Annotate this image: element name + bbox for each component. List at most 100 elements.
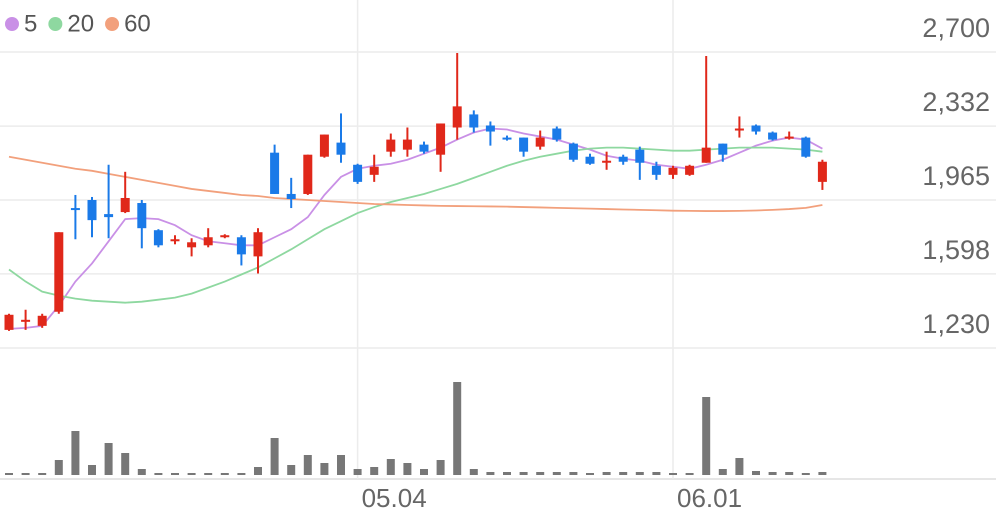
candle-body	[651, 165, 661, 175]
volume-bar	[586, 473, 594, 475]
volume-bar	[154, 473, 163, 475]
candle-body	[87, 200, 97, 221]
candle-body	[220, 235, 230, 238]
volume-bar	[420, 469, 428, 475]
volume-bar	[619, 472, 628, 475]
candle-body	[734, 128, 744, 131]
volume-bar	[220, 473, 229, 475]
volume-bar	[320, 463, 329, 475]
candle-body	[170, 239, 180, 242]
ma-line	[8, 146, 823, 304]
volume-bar	[237, 473, 246, 475]
ma-line	[8, 127, 823, 330]
volume-bar	[735, 458, 744, 475]
candle-body	[319, 134, 329, 157]
candle-body	[402, 139, 412, 150]
volume-bar	[718, 469, 727, 475]
legend-marker	[105, 17, 120, 31]
candle-body	[436, 123, 446, 155]
volume-bar	[752, 471, 760, 475]
volume-bar	[21, 473, 30, 475]
candle-body	[701, 147, 711, 163]
candle-body	[21, 319, 31, 322]
candle-body	[635, 149, 645, 163]
candle-body	[54, 232, 64, 312]
volume-bar	[386, 459, 395, 475]
candle-body	[353, 164, 363, 182]
volume-bar	[303, 455, 312, 475]
volume-bar	[436, 460, 445, 475]
candle-body	[419, 144, 429, 152]
volume-bar	[801, 473, 810, 475]
x-tick-label: 05.04	[362, 483, 427, 513]
candle-body	[485, 125, 495, 132]
candle-body	[4, 314, 14, 330]
volume-bar	[187, 473, 196, 475]
volume-bar	[552, 472, 561, 475]
volume-bar	[785, 472, 794, 475]
candle-body	[817, 161, 827, 182]
volume-bar	[602, 472, 611, 475]
volume-bar	[287, 465, 296, 475]
candle-body	[386, 139, 396, 152]
volume-bar	[337, 455, 345, 475]
y-tick-label: 1,598	[922, 235, 990, 265]
candle-body	[618, 156, 628, 162]
ma-line	[8, 155, 823, 212]
candle-body	[253, 232, 263, 257]
volume-bar	[104, 443, 113, 475]
volume-bar	[486, 472, 495, 475]
candle-body	[602, 160, 612, 163]
volume-bar	[503, 472, 511, 475]
candle-body	[120, 197, 130, 213]
volume-bar	[569, 472, 578, 475]
volume-bar	[702, 397, 711, 475]
candle-body	[153, 230, 163, 246]
volume-bar	[536, 472, 545, 475]
volume-bar	[370, 467, 379, 475]
candle-body	[552, 128, 562, 140]
candle-body	[303, 154, 313, 194]
volume-bar	[88, 465, 96, 475]
candle-body	[751, 125, 761, 132]
volume-bar	[171, 473, 179, 475]
candle-body	[137, 203, 147, 229]
candle-body	[452, 106, 462, 128]
candle-body	[685, 165, 695, 175]
candle-body	[336, 142, 346, 155]
candle-body	[369, 166, 379, 175]
volume-bar	[768, 472, 777, 475]
candle-body	[768, 132, 778, 140]
volume-bar	[38, 473, 47, 475]
candle-body	[502, 137, 512, 140]
candle-body	[668, 167, 678, 175]
volume-bar	[5, 473, 13, 475]
y-tick-label: 1,230	[922, 309, 990, 339]
volume-bar	[71, 431, 80, 475]
candle-body	[37, 315, 47, 326]
candle-body	[203, 237, 213, 246]
volume-bar	[635, 472, 644, 475]
volume-bar	[685, 473, 694, 475]
volume-bar	[669, 473, 677, 475]
candle-body	[286, 193, 296, 199]
volume-bar	[270, 438, 279, 475]
candle-body	[535, 137, 545, 147]
volume-bar	[453, 382, 462, 475]
y-tick-label: 2,700	[922, 13, 990, 43]
candle-body	[469, 114, 479, 128]
candle-body	[585, 156, 595, 164]
y-tick-label: 1,965	[922, 161, 990, 191]
volume-bar	[469, 469, 478, 475]
candle-body	[801, 137, 811, 157]
legend-label: 20	[67, 10, 94, 37]
volume-bar	[353, 469, 362, 475]
volume-bar	[137, 469, 146, 475]
candle-body	[236, 237, 246, 255]
legend-label: 60	[124, 10, 151, 37]
legend-label: 5	[24, 10, 37, 37]
volume-bar	[403, 463, 412, 475]
legend-marker	[48, 17, 63, 31]
volume-bar	[652, 472, 661, 475]
